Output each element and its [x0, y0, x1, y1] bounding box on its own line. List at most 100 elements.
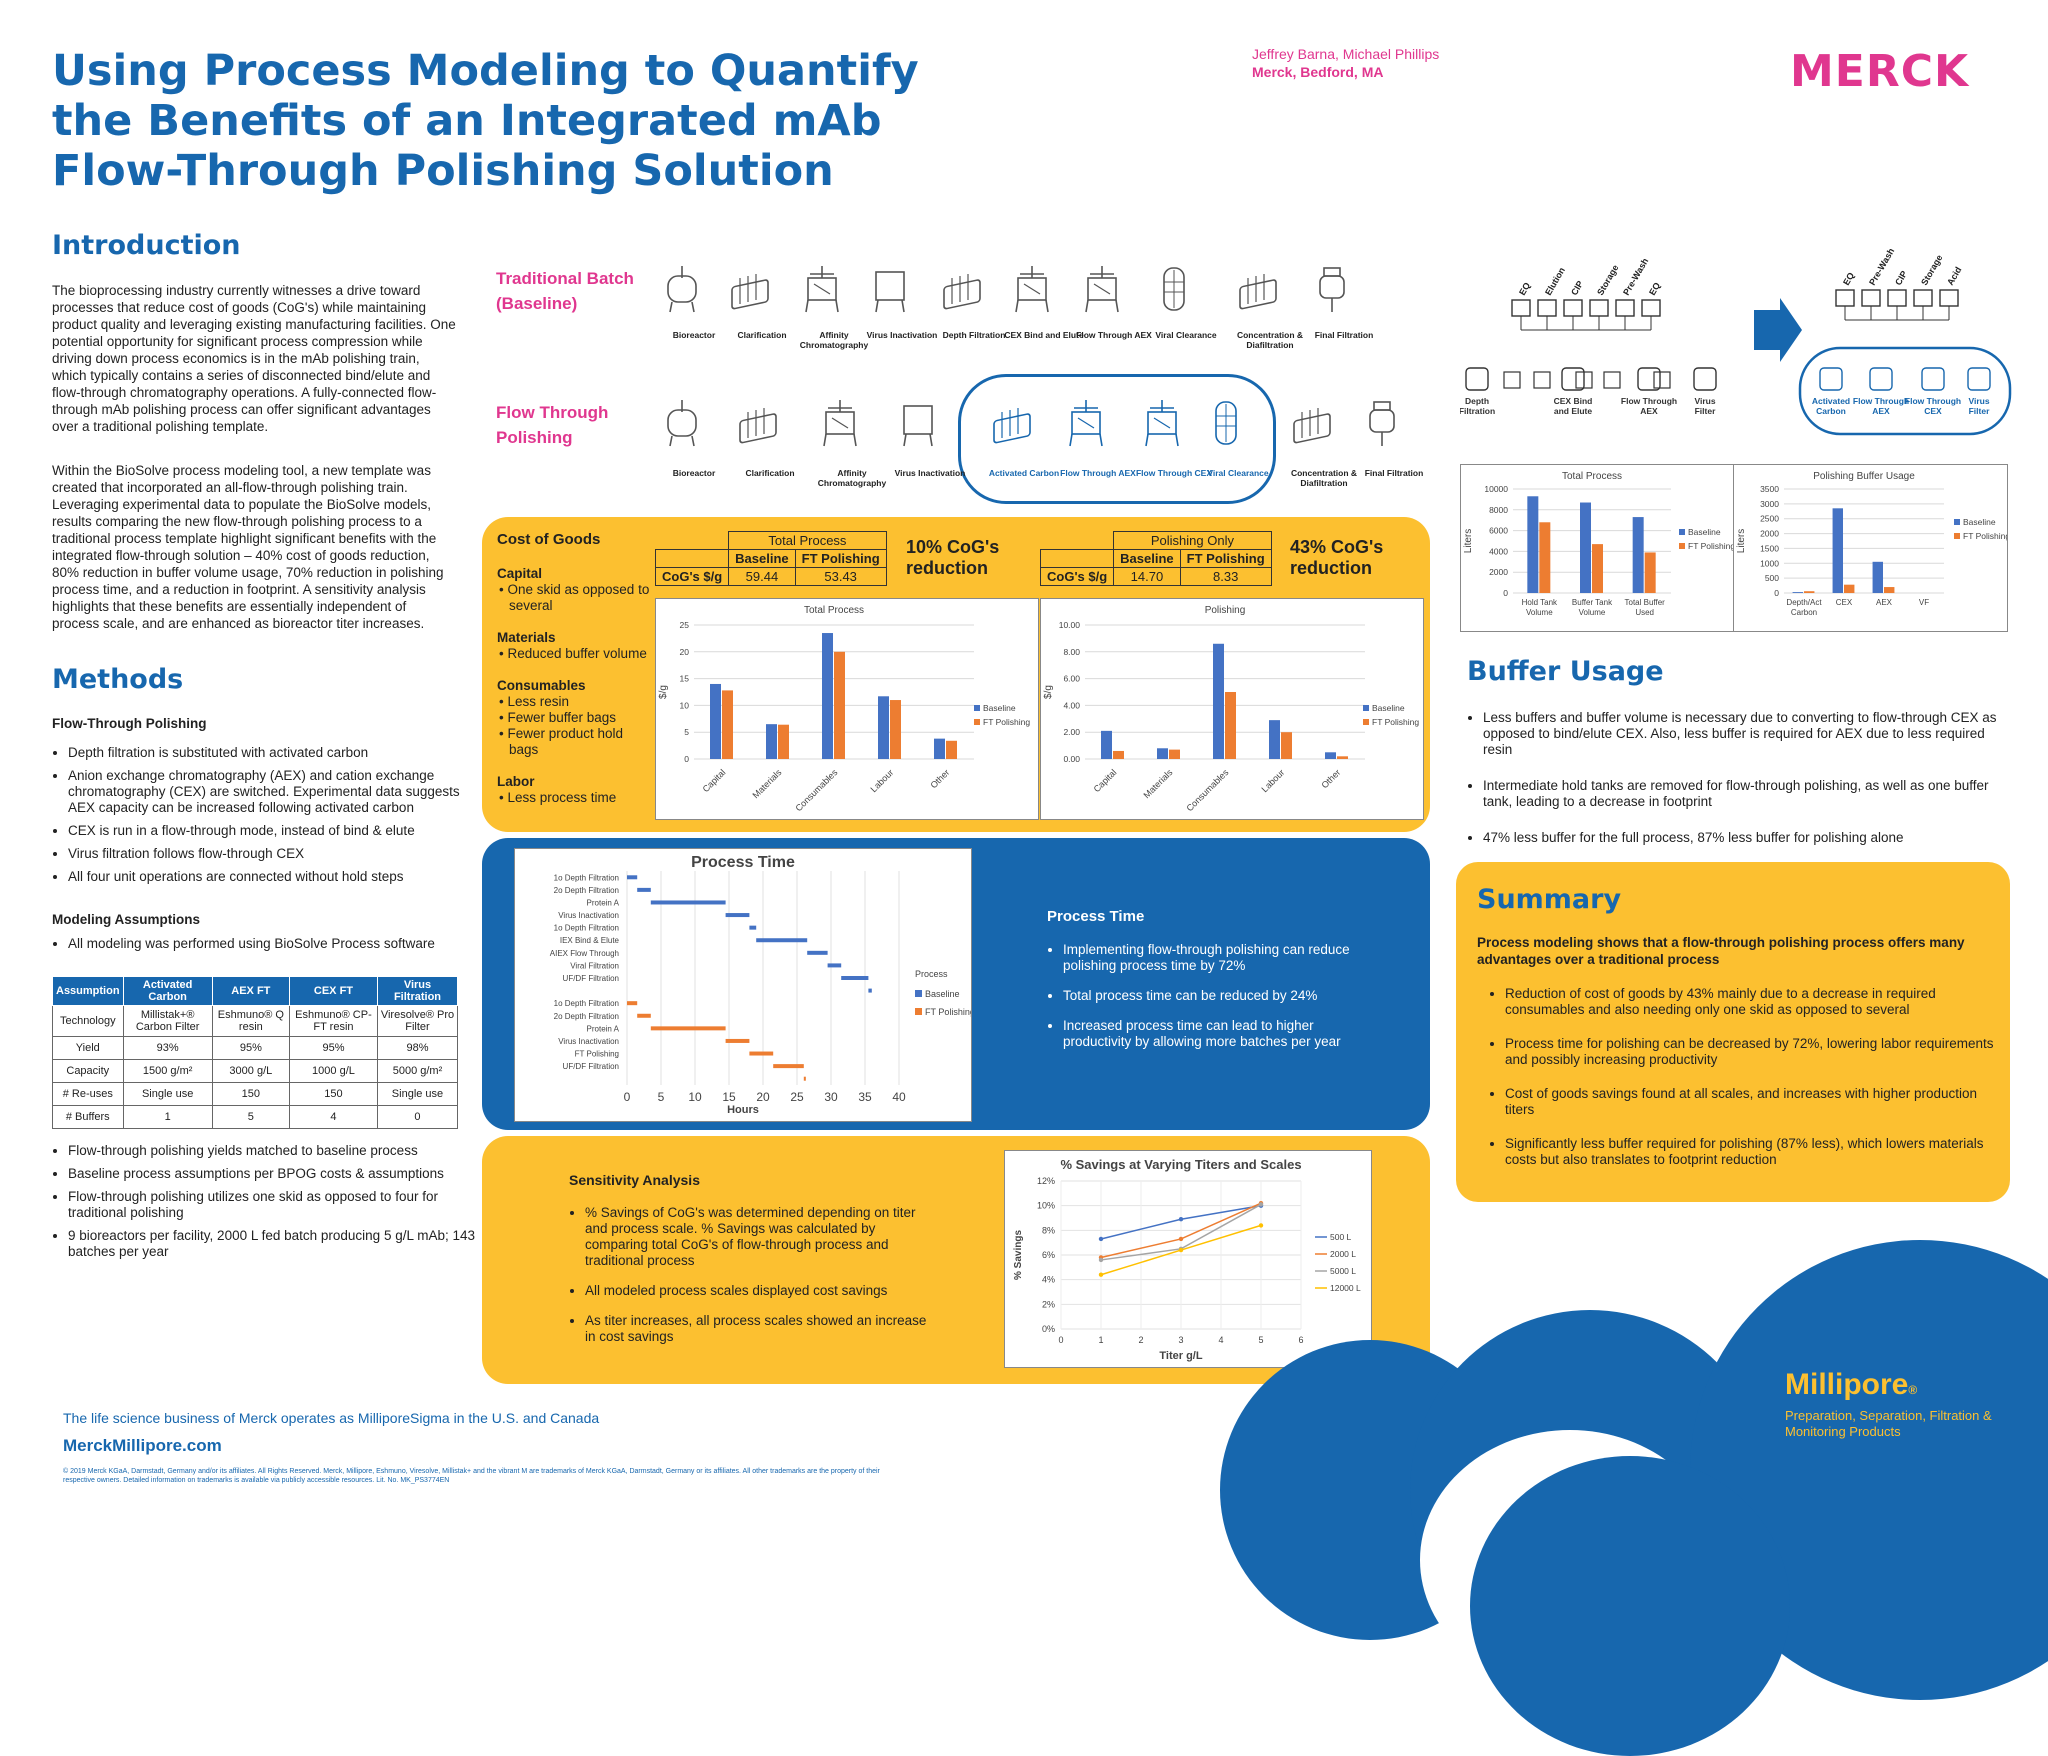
intro-heading: Introduction: [52, 230, 241, 261]
table-cell: Eshmuno® CP-FT resin: [288, 1005, 378, 1037]
gantt-task-label: Protein A: [587, 1024, 620, 1033]
bar: [1884, 587, 1895, 593]
viral-icon: [1152, 264, 1196, 319]
bar: [1580, 502, 1591, 593]
footer-legal: © 2019 Merck KGaA, Darmstadt, Germany an…: [63, 1468, 880, 1484]
table-cell: 0: [376, 1105, 459, 1129]
y-axis-label: Liters: [1463, 529, 1474, 553]
gantt-bar: [627, 875, 638, 880]
x-tick-label: Depth/Act: [1786, 598, 1822, 607]
gantt-task-label: 1o Depth Filtration: [554, 873, 619, 882]
cog-item-bullet: Reduced buffer volume: [507, 646, 647, 661]
process-unit-label: Filtration: [1460, 406, 1495, 416]
legend-label: Baseline: [983, 703, 1016, 713]
cog-item-title: Capital: [497, 566, 543, 581]
methods-sub-assumptions: Modeling Assumptions: [52, 912, 200, 927]
x-tick-label: Volume: [1579, 608, 1606, 617]
list-item: CEX is run in a flow-through mode, inste…: [68, 823, 474, 839]
legend-swatch: [1363, 705, 1369, 711]
gantt-task-label: 1o Depth Filtration: [554, 924, 619, 933]
process-unit-icon: [1869, 367, 1893, 391]
table-header: FT Polishing: [1179, 549, 1272, 568]
bar: [1872, 561, 1883, 593]
y-tick-label: 2%: [1042, 1299, 1055, 1309]
data-point: [1178, 1217, 1184, 1222]
bar: [1325, 752, 1336, 759]
y-tick-label: 8%: [1042, 1225, 1055, 1235]
process-unit-icon: [1819, 367, 1843, 391]
buffer-tank-label: Pre-Wash: [1867, 246, 1896, 287]
y-tick-label: 6000: [1489, 526, 1508, 536]
y-tick-label: 10000: [1484, 484, 1508, 494]
y-tick-label: 8000: [1489, 505, 1508, 515]
gantt-task-label: FT Polishing: [575, 1050, 619, 1059]
x-tick-label: 4: [1218, 1335, 1223, 1345]
filter-icon: [728, 264, 772, 319]
x-tick-label: Materials: [1142, 767, 1175, 800]
gantt-task-label: 2o Depth Filtration: [554, 1012, 619, 1021]
buffer-tank-icon: [1913, 289, 1933, 307]
sensitivity-list: % Savings of CoG's was determined depend…: [569, 1205, 940, 1352]
buffer-tank-icon: [1511, 299, 1531, 317]
legend-label: Baseline: [1963, 517, 1996, 527]
process-unit-icon: [1967, 367, 1991, 391]
ft-highlight-frame: [958, 374, 1276, 504]
list-item: Depth filtration is substituted with act…: [68, 745, 474, 761]
hold-tank-icon: [1603, 371, 1621, 389]
x-tick-label: Other: [928, 767, 951, 790]
buffer-tank-label: EQ: [1647, 281, 1662, 297]
filter-icon: [940, 264, 984, 319]
footer-site-link[interactable]: MerckMillipore.com: [63, 1436, 222, 1455]
bar: [1632, 517, 1644, 593]
table-row: Yield 93% 95% 95% 98%: [52, 1036, 459, 1060]
y-tick-label: 0: [1774, 588, 1779, 598]
y-tick-label: 0: [684, 754, 689, 764]
table-row: Capacity 1500 g/m² 3000 g/L 1000 g/L 500…: [52, 1059, 459, 1083]
y-tick-label: 4%: [1042, 1275, 1055, 1285]
y-tick-label: 15: [680, 674, 690, 684]
legend-swatch: [974, 719, 980, 725]
polishing-cog-chart: Polishing 0.00 2.00 4.00 6.00 8.00 10.00 $/g Cap…: [1040, 598, 1424, 820]
data-point: [1258, 1202, 1264, 1207]
table-row: Technology Millistak+® Carbon Filter Esh…: [52, 1005, 459, 1037]
buffer-usage-list: Less buffers and buffer volume is necess…: [1467, 710, 2005, 853]
legend-swatch: [1363, 719, 1369, 725]
bin-icon: [868, 264, 912, 319]
legend-label: 2000 L: [1330, 1249, 1356, 1259]
table-cell: Single use: [376, 1082, 459, 1106]
cog-total-reduction: 10% CoG's reduction: [906, 537, 1000, 578]
y-tick-label: 12%: [1037, 1176, 1055, 1186]
legend-swatch: [1679, 529, 1685, 535]
data-point: [1258, 1223, 1264, 1228]
cog-item-bullet: Fewer product hold bags: [507, 726, 624, 757]
bar: [1225, 692, 1236, 759]
affiliation: Merck, Bedford, MA: [1252, 64, 1384, 80]
cog-item-bullet: Fewer buffer bags: [507, 710, 617, 725]
flow-step-label: Clarification: [745, 468, 795, 478]
data-point: [1178, 1247, 1184, 1253]
total-process-buffer-chart: Total Process 0 2000 4000 6000 8000 10000 Liter…: [1460, 464, 1735, 632]
table-cell: 1: [122, 1105, 213, 1129]
x-tick-label: 10: [688, 1090, 702, 1104]
bar: [1213, 643, 1224, 759]
column-icon: [1010, 264, 1054, 319]
bar: [1644, 552, 1656, 593]
list-item: All modeling was performed using BioSolv…: [68, 936, 474, 952]
y-tick-label: 0.00: [1063, 754, 1080, 764]
bar: [946, 740, 957, 759]
flow-step-label: Clarification: [737, 330, 787, 340]
gantt-bar: [773, 1064, 804, 1069]
table-cell: Millistak+® Carbon Filter: [122, 1005, 213, 1037]
gantt-bar: [756, 938, 808, 943]
y-axis-label: % Savings: [1013, 1230, 1024, 1280]
table-cell: Yield: [52, 1036, 124, 1060]
process-unit-label: Virus: [1968, 396, 1989, 406]
millipore-logo: Millipore®: [1785, 1368, 1917, 1402]
bar: [766, 724, 777, 759]
flow-step-label: Activated Carbon: [988, 468, 1060, 478]
buffer-tank-label: EQ: [1841, 271, 1856, 287]
y-tick-label: 10.00: [1059, 620, 1081, 630]
bar: [822, 633, 833, 759]
x-tick-label: 0: [624, 1090, 631, 1104]
flow-step-label: Depth Filtration: [942, 330, 1006, 340]
